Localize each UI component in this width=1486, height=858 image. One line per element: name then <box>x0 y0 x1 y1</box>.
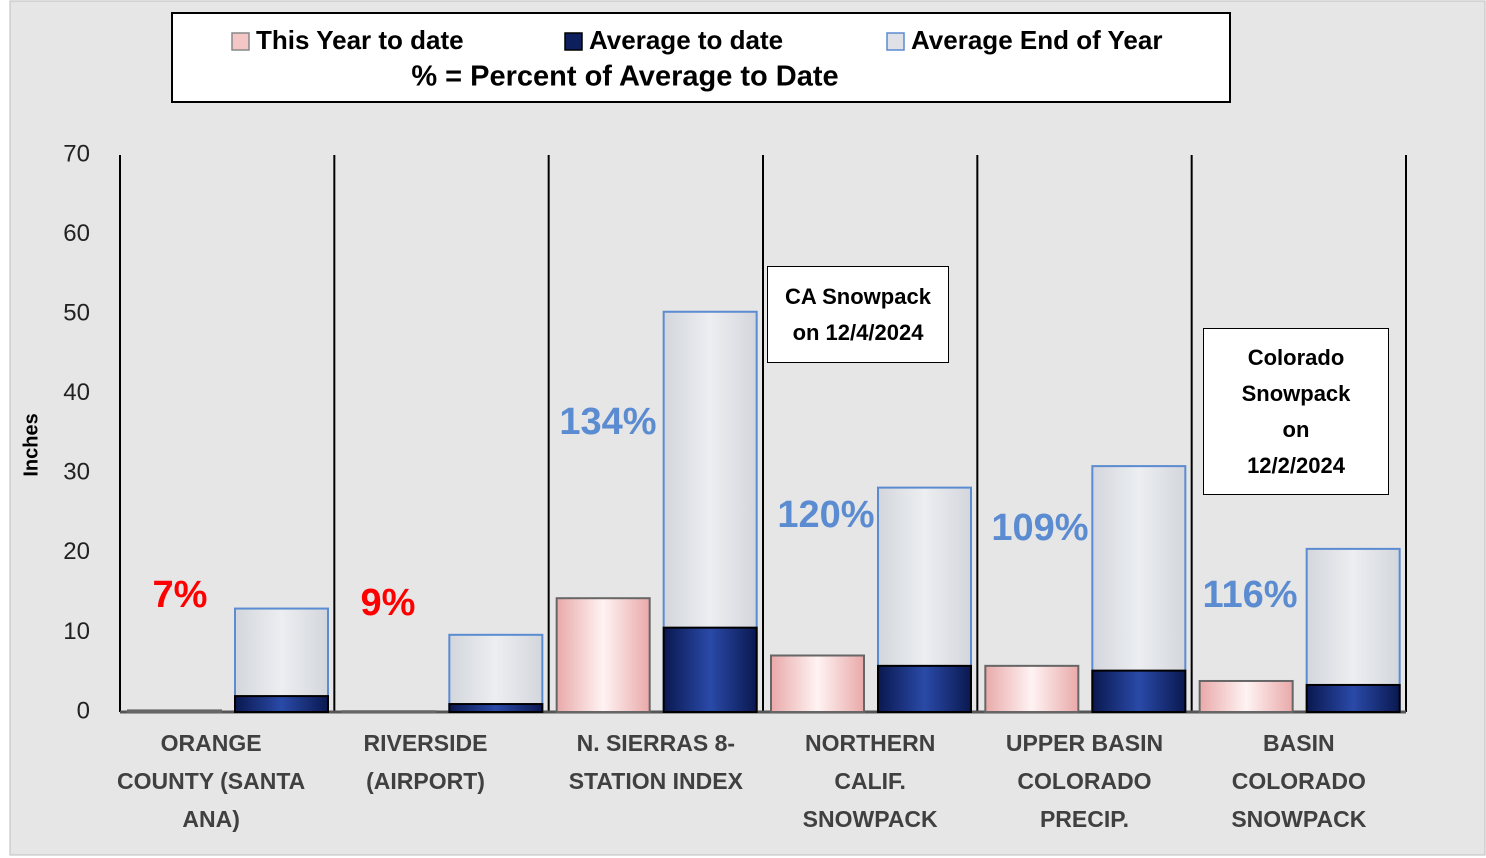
y-axis-label: Inches <box>20 413 42 476</box>
y-tick-label: 70 <box>63 140 90 167</box>
y-tick-label: 50 <box>63 299 90 326</box>
y-tick-label: 0 <box>77 697 90 724</box>
y-tick-label: 20 <box>63 538 90 565</box>
chart-title: % = Percent of Average to Date <box>411 61 838 93</box>
bar <box>127 709 222 713</box>
percent-label: 109% <box>991 507 1088 549</box>
bar <box>555 597 651 713</box>
percent-label: 116% <box>1202 574 1297 616</box>
bar <box>234 695 329 713</box>
bar <box>877 664 972 713</box>
bar <box>770 654 865 713</box>
legend-label: Average to date <box>589 25 783 55</box>
bar <box>1091 669 1187 714</box>
y-tick-label: 40 <box>63 379 90 406</box>
bar <box>448 703 544 713</box>
y-tick-label: 30 <box>63 459 90 486</box>
bar <box>448 633 544 714</box>
percent-label: 7% <box>153 574 208 616</box>
y-tick-label: 60 <box>63 220 90 247</box>
x-tick-label: UPPER BASIN COLORADO PRECIP. <box>1005 730 1164 832</box>
legend-swatch <box>564 32 583 51</box>
annotation: CA Snowpack on 12/4/2024 <box>767 266 949 363</box>
x-tick-label: ORANGE COUNTY (SANTA ANA) <box>117 730 306 832</box>
bar <box>1305 683 1401 714</box>
annotation: Colorado Snowpack on 12/2/2024 <box>1203 328 1389 495</box>
y-tick-label: 10 <box>63 618 90 645</box>
legend-swatch <box>886 32 905 51</box>
bar <box>1198 679 1294 714</box>
legend-swatch <box>231 32 250 51</box>
legend-box <box>171 12 1231 103</box>
bar <box>234 607 329 713</box>
legend-label: Average End of Year <box>911 25 1162 55</box>
bar <box>662 626 758 714</box>
percent-label: 120% <box>777 494 874 536</box>
x-tick-label: RIVERSIDE (AIRPORT) <box>363 730 488 794</box>
x-tick-label: N. SIERRAS 8-STATION INDEX <box>568 730 743 794</box>
x-tick-label: BASIN COLORADO SNOWPACK <box>1231 730 1367 832</box>
percent-label: 9% <box>361 582 416 624</box>
x-tick-label: NORTHERN CALIF. SNOWPACK <box>802 730 938 832</box>
bar <box>341 710 437 713</box>
percent-label: 134% <box>559 401 656 443</box>
bar <box>984 664 1080 713</box>
legend-label: This Year to date <box>256 25 464 55</box>
